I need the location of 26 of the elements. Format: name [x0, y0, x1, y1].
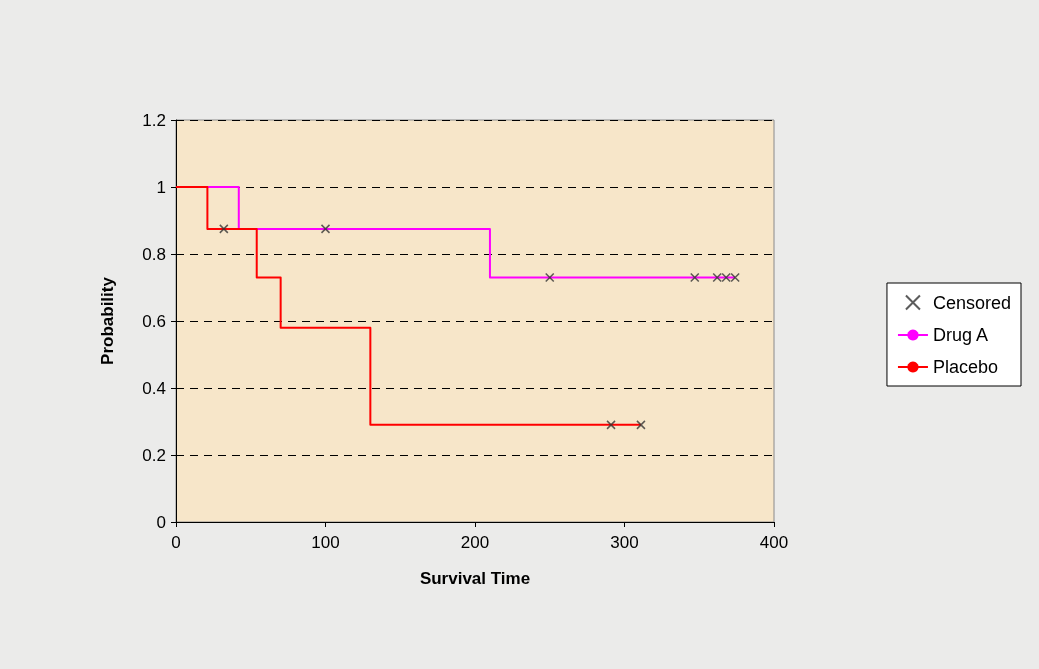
y-tick-label: 0.4	[142, 378, 166, 398]
x-tick-label: 200	[460, 533, 490, 552]
point	[712, 272, 722, 283]
x-tick-label: 100	[311, 533, 340, 552]
point	[219, 224, 229, 234]
point	[730, 272, 740, 283]
legend-label: Censored	[932, 292, 1011, 313]
point	[636, 420, 646, 430]
y-tick-label: 0	[156, 512, 166, 532]
y-tick-label: 0.8	[142, 244, 166, 264]
point	[690, 272, 700, 283]
x-axis-title: Survival Time	[419, 569, 531, 588]
legend-label: Placebo	[932, 357, 999, 377]
legend-label: Drug A	[932, 325, 988, 345]
point	[320, 224, 331, 234]
x-tick-label: 400	[759, 533, 789, 552]
y-tick-label: 0.6	[142, 311, 166, 331]
x-tick-label: 0	[171, 533, 181, 552]
y-tick-label: 1	[156, 177, 166, 197]
point	[545, 272, 555, 283]
y-tick-label: 0.2	[142, 445, 166, 465]
x-tick-label: 300	[610, 533, 639, 552]
y-tick-label: 1.2	[142, 110, 166, 130]
point	[606, 420, 616, 430]
point	[721, 272, 731, 283]
y-axis-title: Probability	[98, 276, 117, 365]
